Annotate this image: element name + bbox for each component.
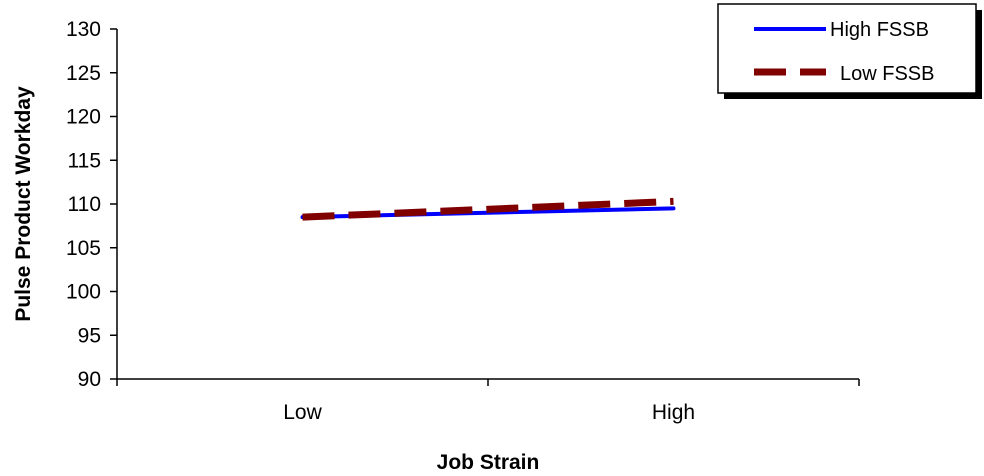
y-axis-title: Pulse Product Workday: [12, 86, 35, 322]
y-tick-label: 115: [68, 149, 101, 172]
series-layer: [300, 197, 676, 221]
x-tick-label: Low: [283, 401, 322, 424]
y-tick-label: 110: [68, 193, 101, 216]
y-tick-label: 95: [78, 324, 101, 347]
y-tick-label: 90: [78, 368, 101, 391]
legend-box: [717, 3, 977, 94]
y-tick-label: 125: [66, 62, 101, 85]
y-axis-ticks: 90 95 100 105 110 115 120 125 130: [66, 18, 117, 391]
y-tick-label: 105: [66, 237, 101, 260]
y-tick-label: 120: [66, 106, 101, 129]
x-tick-label: High: [652, 401, 695, 424]
legend-label-low-fssb: Low FSSB: [840, 63, 934, 85]
series-line-low-fssb: [302, 197, 674, 221]
y-tick-label: 100: [66, 281, 101, 304]
y-tick-label: 130: [66, 18, 101, 41]
x-axis-title: Job Strain: [437, 451, 540, 474]
x-axis-ticks: Low High: [116, 379, 860, 424]
legend: High FSSB Low FSSB: [717, 3, 982, 99]
legend-label-high-fssb: High FSSB: [830, 19, 929, 41]
